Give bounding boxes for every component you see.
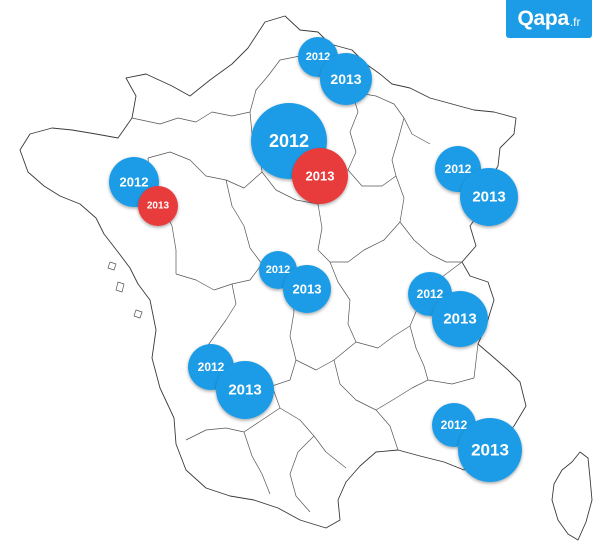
brand-tld: .fr — [569, 15, 581, 29]
bubble-nord-2013[interactable]: 2013 — [320, 53, 372, 105]
bubble-label: 2012 — [306, 51, 330, 63]
bubble-est-2013[interactable]: 2013 — [460, 168, 518, 226]
bubble-label: 2012 — [198, 360, 225, 374]
bubble-circle — [292, 148, 348, 204]
bubble-idf-2013[interactable]: 2013 — [292, 148, 348, 204]
bubble-label: 2012 — [266, 264, 290, 276]
bubble-label: 2013 — [293, 282, 322, 297]
island-outline — [133, 309, 143, 319]
bubble-circle — [460, 168, 518, 226]
bubble-label: 2012 — [441, 418, 468, 432]
bubble-label: 2013 — [443, 311, 476, 328]
bubble-sud-ouest-2013[interactable]: 2013 — [216, 361, 274, 419]
bubble-circle — [432, 291, 488, 347]
bubble-ouest-2013[interactable]: 2013 — [138, 186, 178, 226]
bubble-label: 2013 — [330, 71, 361, 87]
brand-logo[interactable]: Qapa .fr — [506, 0, 592, 38]
island-outline — [107, 261, 117, 271]
bubble-circle — [216, 361, 274, 419]
corsica-outline — [551, 451, 593, 541]
island-outline — [115, 281, 125, 293]
bubble-circle — [138, 186, 178, 226]
bubble-label: 2012 — [269, 131, 309, 151]
brand-name: Qapa — [517, 7, 570, 30]
bubble-rhone-2013[interactable]: 2013 — [432, 291, 488, 347]
bubble-label: 2012 — [417, 287, 444, 301]
bubble-label: 2013 — [228, 382, 261, 399]
bubble-circle — [283, 265, 331, 313]
bubble-circle — [458, 418, 522, 482]
bubble-circle — [320, 53, 372, 105]
bubble-label: 2013 — [471, 441, 509, 460]
bubbles-layer: 2012 2013 2012 2013 2012 2013 2012 — [109, 37, 522, 482]
bubble-label: 2012 — [120, 175, 149, 190]
bubble-label: 2013 — [306, 169, 335, 184]
bubble-sud-est-2013[interactable]: 2013 — [458, 418, 522, 482]
bubble-label: 2012 — [445, 162, 472, 176]
bubble-centre-2013[interactable]: 2013 — [283, 265, 331, 313]
bubble-label: 2013 — [147, 201, 170, 212]
bubble-label: 2013 — [472, 189, 505, 206]
